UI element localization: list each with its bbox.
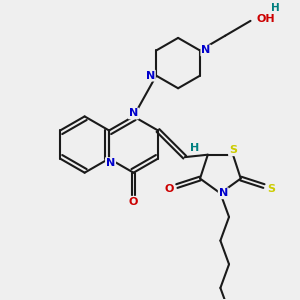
- Text: N: N: [129, 108, 138, 118]
- Text: S: S: [267, 184, 275, 194]
- Text: N: N: [106, 158, 115, 168]
- Text: N: N: [201, 46, 211, 56]
- Text: OH: OH: [256, 14, 275, 24]
- Text: O: O: [129, 197, 138, 207]
- Text: N: N: [146, 71, 155, 81]
- Text: H: H: [271, 2, 279, 13]
- Text: N: N: [219, 188, 228, 198]
- Text: O: O: [165, 184, 174, 194]
- Text: H: H: [190, 143, 200, 153]
- Text: S: S: [229, 145, 237, 155]
